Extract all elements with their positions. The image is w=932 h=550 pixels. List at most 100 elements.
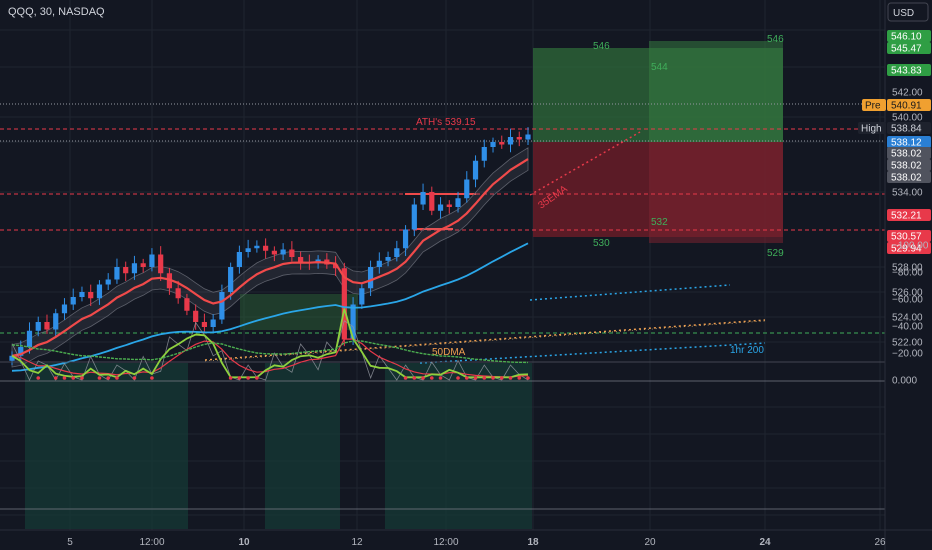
- price-tag-value: 543.83: [891, 66, 922, 77]
- candle-body: [289, 249, 295, 257]
- candle-body: [446, 204, 452, 207]
- candle-body: [254, 245, 260, 249]
- candle-body: [507, 137, 514, 145]
- time-tick-label: 20: [644, 537, 656, 548]
- osc-dot-top: [80, 376, 84, 380]
- osc-dot-top: [97, 376, 102, 380]
- candle-body: [367, 267, 374, 289]
- sma-50-line: [204, 319, 766, 361]
- target-zone-green-outer: [649, 41, 783, 142]
- candle-body: [26, 330, 33, 347]
- price-tag: [887, 99, 931, 111]
- candle-body: [516, 137, 522, 140]
- osc-dot-top: [403, 376, 408, 380]
- candle-body: [184, 298, 190, 311]
- currency-button[interactable]: [887, 2, 929, 22]
- price-tag-value: 538.02: [891, 161, 922, 172]
- osc-dot-top: [53, 376, 58, 380]
- target-label: 529: [767, 248, 784, 259]
- price-tag: [887, 42, 931, 54]
- candle-body: [236, 252, 242, 267]
- ath-label: ATH's 539.15: [416, 117, 476, 128]
- price-tick-label: 540.00: [892, 113, 923, 124]
- candle-body: [114, 267, 120, 280]
- price-tag: [887, 242, 931, 254]
- osc-tick-label: 0.000: [892, 376, 917, 387]
- candles: [9, 127, 531, 366]
- candle-body: [175, 288, 181, 299]
- price-tag-value: 538.02: [891, 173, 922, 184]
- osc-tick-label: −40.00: [892, 322, 923, 333]
- candle-body: [481, 147, 487, 161]
- candle-body: [341, 268, 347, 340]
- osc-dot-top: [71, 376, 76, 380]
- price-tick-label: 528.00: [892, 263, 923, 274]
- candle-body: [376, 260, 382, 267]
- target-label: 546: [593, 41, 610, 52]
- sma-label: 50DMA: [432, 347, 466, 358]
- candle-body: [394, 248, 400, 257]
- candle-body: [525, 134, 531, 140]
- osc-dot-top: [115, 376, 119, 380]
- osc-dot-top: [429, 376, 434, 380]
- price-tag: [887, 147, 931, 159]
- candle-body: [105, 279, 111, 285]
- price-tag-value: 538.84: [891, 124, 922, 135]
- osc-dot-top: [508, 376, 513, 380]
- hour-200-label: 1hr 200: [730, 345, 764, 356]
- price-tag: [887, 64, 931, 76]
- price-tag-value: 538.12: [891, 138, 922, 149]
- time-tick-label: 10: [238, 537, 250, 548]
- price-tag-value: 529.94: [891, 244, 922, 255]
- price-tick-label: 526.00: [892, 288, 923, 299]
- osc-band: [385, 363, 532, 529]
- time-tick-label: 5: [67, 537, 73, 548]
- candle-body: [210, 319, 216, 327]
- candle-body: [455, 198, 461, 207]
- candle-body: [70, 297, 76, 305]
- candle-body: [149, 254, 155, 267]
- candle-body: [350, 304, 356, 340]
- candle-body: [18, 347, 24, 356]
- candle-body: [359, 288, 365, 305]
- price-tag: [887, 171, 931, 183]
- price-tag-value: 530.57: [891, 232, 922, 243]
- price-tag: [887, 136, 931, 148]
- osc-tick-label: −80.00: [892, 268, 923, 279]
- currency-label: USD: [893, 8, 914, 19]
- candle-body: [420, 192, 426, 205]
- osc-dot-top: [237, 376, 242, 380]
- candle-body: [298, 257, 304, 262]
- osc-dot-top: [491, 376, 495, 380]
- candle-body: [385, 257, 391, 261]
- price-tag-prefix: High: [861, 124, 882, 135]
- time-tick-label: 12: [351, 537, 363, 548]
- oscillator-slow-line: [11, 340, 529, 364]
- oscillator-fast-line: [11, 320, 529, 381]
- price-tag-value: 538.02: [891, 149, 922, 160]
- time-tick-label: 12:00: [139, 537, 164, 548]
- candle-body: [219, 292, 225, 320]
- price-tag-prefix-bg: [862, 99, 886, 111]
- osc-band: [25, 363, 188, 529]
- candle-body: [411, 204, 417, 230]
- candle-body: [228, 267, 234, 292]
- oscillator-axis-ticks: 0.000 −20.00 −40.00 −60.00 −80.00 −100.00: [892, 241, 929, 387]
- target-label: 530: [593, 238, 610, 249]
- candle-body: [402, 229, 409, 249]
- chart-title: QQQ, 30, NASDAQ: [8, 6, 105, 18]
- candle-body: [245, 248, 251, 252]
- price-tag-value: 532.21: [891, 211, 922, 222]
- candle-body: [271, 250, 277, 255]
- candle-body: [490, 142, 496, 147]
- ema-35-line: [11, 158, 529, 357]
- price-tag: [887, 159, 931, 171]
- price-tag-value: 545.47: [891, 44, 922, 55]
- price-tick-label: 542.00: [892, 88, 923, 99]
- candle-body: [193, 310, 199, 322]
- osc-dot-top: [132, 376, 137, 380]
- target-label: 544: [651, 62, 668, 73]
- oscillator-bands: [25, 363, 532, 529]
